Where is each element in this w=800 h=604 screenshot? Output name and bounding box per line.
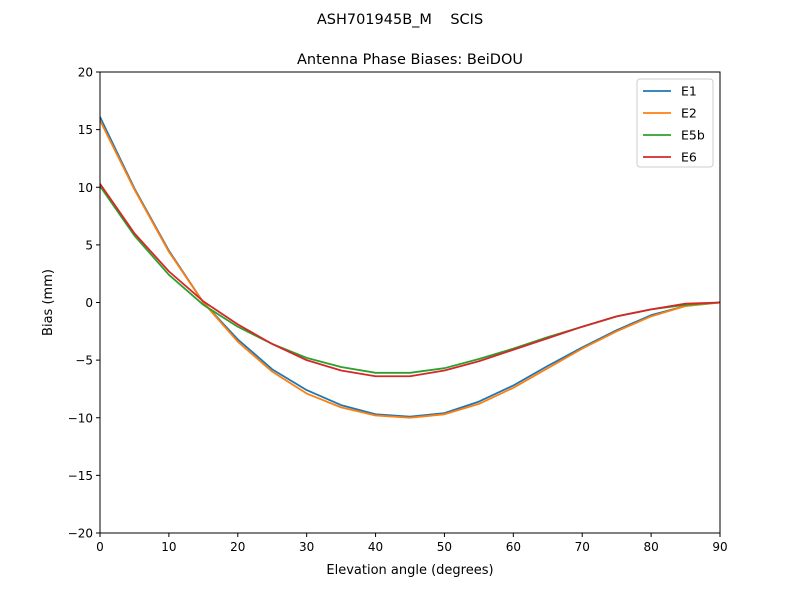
x-tick-label: 80	[643, 540, 658, 554]
x-axis-label: Elevation angle (degrees)	[326, 563, 493, 578]
series-line-e5b	[99, 185, 721, 374]
chart-title: Antenna Phase Biases: BeiDOU	[297, 52, 523, 68]
legend-label: E1	[681, 84, 697, 99]
x-tick-label: 0	[96, 540, 104, 554]
legend-label: E2	[681, 106, 697, 121]
x-tick-label: 70	[575, 540, 590, 554]
legend-label: E5b	[681, 128, 705, 143]
y-tick-label: 0	[85, 296, 93, 310]
legend: E1 E2 E5b E6	[636, 78, 714, 168]
series-line-e6	[99, 183, 721, 378]
legend-label: E6	[681, 150, 697, 165]
x-tick-label: 60	[506, 540, 521, 554]
x-tick-label: 10	[161, 540, 176, 554]
x-tick-label: 30	[299, 540, 314, 554]
y-tick-label: −20	[68, 527, 93, 541]
y-tick-label: −5	[75, 354, 93, 368]
x-tick-label: 90	[712, 540, 727, 554]
y-tick-label: −10	[68, 411, 93, 425]
plot-frame	[99, 71, 721, 534]
y-tick-label: 5	[85, 238, 93, 252]
y-tick-label: 10	[78, 181, 93, 195]
series-layer	[99, 116, 721, 419]
chart-suptitle: ASH701945B_M SCIS	[317, 12, 483, 28]
x-tick-label: 50	[437, 540, 452, 554]
y-tick-label: −15	[68, 469, 93, 483]
series-line-e2	[99, 120, 721, 419]
y-tick-label: 20	[78, 66, 93, 80]
x-tick-label: 20	[230, 540, 245, 554]
x-tick-label: 40	[368, 540, 383, 554]
legend-frame	[636, 78, 714, 168]
y-axis-label: Bias (mm)	[41, 269, 56, 336]
series-line-e1	[99, 116, 721, 418]
y-tick-label: 15	[78, 123, 93, 137]
